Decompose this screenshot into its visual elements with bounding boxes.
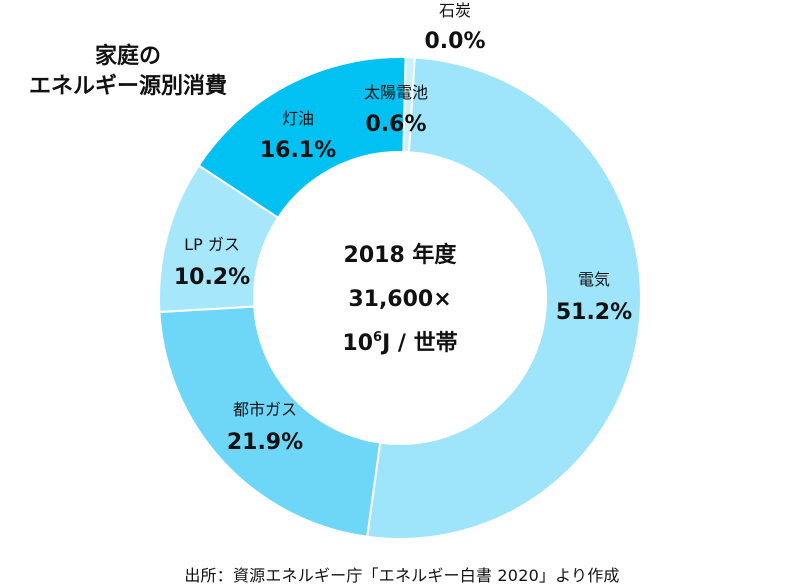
- slice-value-5: 0.6%: [365, 112, 426, 137]
- slice-1: [366, 56, 642, 540]
- slice-label-5: 太陽電池: [364, 83, 428, 102]
- slice-label-2: 都市ガス: [233, 400, 297, 419]
- center-unit: 106J / 世帯: [300, 322, 500, 366]
- chart-title-line-1: 家庭の: [94, 44, 161, 69]
- center-year: 2018 年度: [343, 243, 457, 268]
- slice-label-3: LP ガス: [184, 235, 240, 254]
- source-note: 出所：資源エネルギー庁「エネルギー白書 2020」より作成: [184, 566, 620, 585]
- center-value: 31,600×: [348, 287, 452, 312]
- slice-value-4: 16.1%: [260, 138, 336, 163]
- slice-5: [402, 56, 416, 154]
- center-unit-base: 10: [342, 331, 374, 356]
- slice-2: [158, 305, 382, 538]
- slice-label-6: 石炭: [439, 1, 471, 20]
- chart-title-line-2: エネルギー源別消費: [28, 74, 227, 99]
- slice-value-6: 0.0%: [424, 29, 485, 54]
- center-unit-exponent: 6: [373, 330, 383, 345]
- slice-value-2: 21.9%: [227, 430, 303, 455]
- center-unit-rest: J / 世帯: [382, 331, 458, 356]
- chart-title: 家庭の エネルギー源別消費: [8, 42, 248, 102]
- slice-value-1: 51.2%: [556, 300, 632, 325]
- slice-value-3: 10.2%: [174, 265, 250, 290]
- slice-label-1: 電気: [578, 270, 610, 289]
- slice-label-4: 灯油: [282, 109, 314, 128]
- center-label: 2018 年度 31,600× 106J / 世帯: [300, 234, 500, 366]
